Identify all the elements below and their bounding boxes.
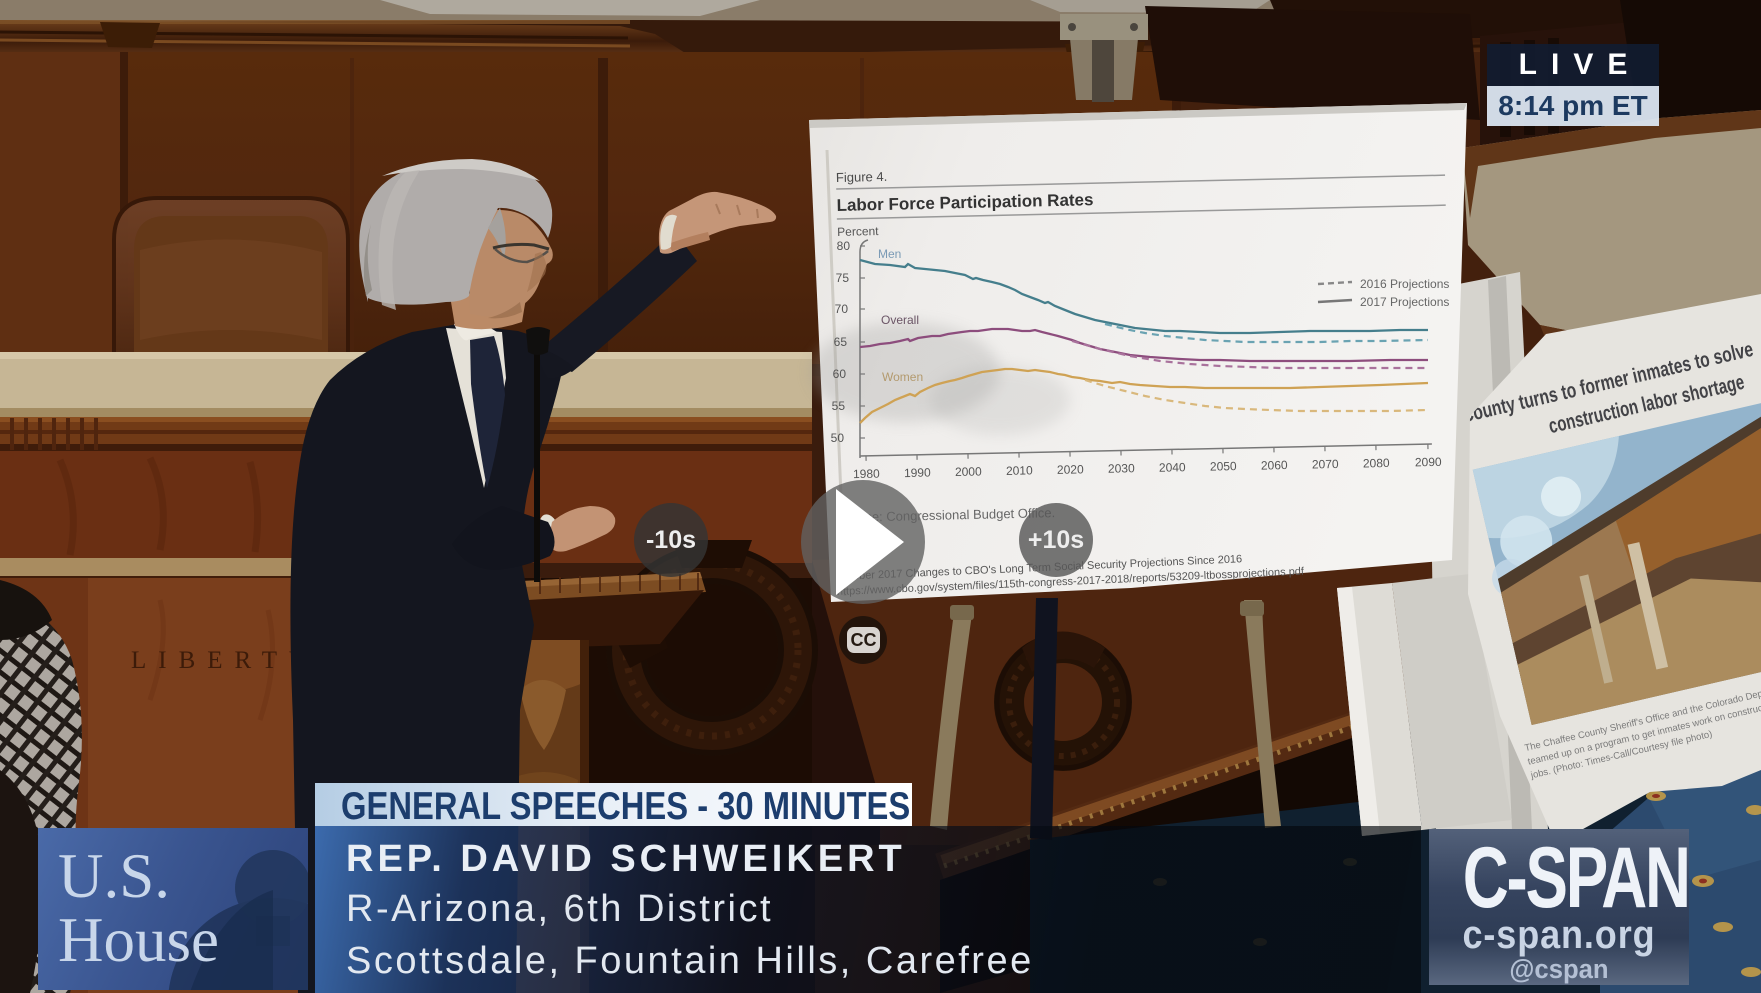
svg-text:LIBERTY: LIBERTY [131, 647, 319, 674]
svg-text:Figure 4.: Figure 4. [836, 169, 888, 185]
svg-text:2080: 2080 [1363, 456, 1390, 471]
svg-text:Men: Men [878, 247, 901, 261]
svg-text:2030: 2030 [1108, 461, 1135, 476]
svg-text:2050: 2050 [1210, 459, 1237, 474]
svg-text:65: 65 [834, 335, 848, 349]
svg-text:1990: 1990 [904, 466, 931, 481]
svg-text:2040: 2040 [1159, 460, 1186, 475]
svg-text:1980: 1980 [853, 467, 880, 482]
svg-text:75: 75 [836, 271, 850, 285]
svg-text:2010: 2010 [1006, 463, 1033, 478]
svg-text:2000: 2000 [955, 464, 982, 479]
svg-text:2017 Projections: 2017 Projections [1360, 295, 1449, 309]
svg-text:2060: 2060 [1261, 458, 1288, 473]
svg-text:55: 55 [832, 399, 846, 413]
svg-text:Percent: Percent [837, 224, 879, 239]
svg-text:80: 80 [837, 239, 851, 253]
svg-text:70: 70 [835, 302, 849, 316]
svg-text:60: 60 [833, 367, 847, 381]
svg-text:2020: 2020 [1057, 462, 1084, 477]
svg-text:50: 50 [831, 431, 845, 445]
svg-text:Overall: Overall [881, 313, 919, 327]
svg-text:2016 Projections: 2016 Projections [1360, 277, 1449, 291]
svg-text:2070: 2070 [1312, 457, 1339, 472]
svg-text:Women: Women [882, 370, 923, 384]
svg-text:2090: 2090 [1415, 455, 1442, 470]
